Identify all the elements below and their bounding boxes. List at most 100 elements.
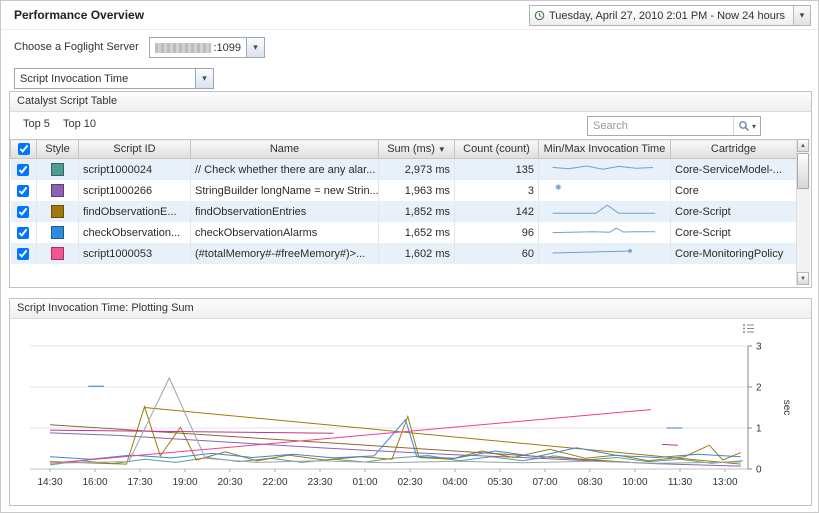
table-row[interactable]: findObservationE... findObservationEntri… [11,201,797,222]
svg-text:17:30: 17:30 [127,477,152,488]
svg-text:19:00: 19:00 [172,477,197,488]
top10-button[interactable]: Top 10 [63,118,96,130]
server-name-redacted [155,43,211,53]
table-row[interactable]: script1000053 (#totalMemory#-#freeMemory… [11,243,797,264]
col-count[interactable]: Count (count) [455,140,539,159]
server-port: :1099 [213,42,241,54]
scrollbar-thumb[interactable] [797,153,809,189]
row-checkbox[interactable] [17,227,29,239]
time-range-dropdown-arrow[interactable]: ▾ [793,6,810,25]
performance-overview-page: Performance Overview Tuesday, April 27, … [0,0,819,513]
minmax-sparkline [546,202,664,218]
table-row[interactable]: script1000024 // Check whether there are… [11,159,797,181]
table-scrollbar[interactable]: ▲ ▼ [796,139,810,285]
search-options-arrow[interactable]: ▾ [752,122,756,131]
metric-dropdown-arrow[interactable]: ▾ [195,69,213,88]
name-cell: // Check whether there are any alar... [191,159,379,181]
svg-text:08:30: 08:30 [577,477,602,488]
table-row[interactable]: checkObservation... checkObservationAlar… [11,222,797,243]
name-cell: checkObservationAlarms [191,222,379,243]
name-cell: (#totalMemory#-#freeMemory#)>... [191,243,379,264]
plot-area: 012314:3016:0017:3019:0020:3022:0023:300… [22,335,802,504]
top5-button[interactable]: Top 5 [23,118,50,130]
table-row[interactable]: script1000266 StringBuilder longName = n… [11,180,797,201]
svg-text:0: 0 [756,465,762,476]
count-cell: 135 [455,159,539,181]
sum-cell: 1,852 ms [379,201,455,222]
scroll-up-arrow[interactable]: ▲ [797,139,809,152]
row-checkbox[interactable] [17,164,29,176]
count-cell: 60 [455,243,539,264]
svg-text:05:30: 05:30 [487,477,512,488]
time-range-label: Tuesday, April 27, 2010 2:01 PM - Now 24… [549,10,793,22]
script-id-cell: findObservationE... [79,201,191,222]
row-checkbox[interactable] [17,248,29,260]
svg-text:10:00: 10:00 [622,477,647,488]
svg-text:sec: sec [781,400,792,416]
metric-dropdown-value: Script Invocation Time [15,73,195,85]
catalyst-script-table-panel: Catalyst Script Table Top 5 Top 10 ▾ [9,91,812,288]
col-sum[interactable]: Sum (ms)▼ [379,140,455,159]
style-swatch [51,226,64,239]
style-swatch [51,163,64,176]
select-all-checkbox[interactable] [18,143,30,155]
plot-svg: 012314:3016:0017:3019:0020:3022:0023:300… [22,335,802,501]
col-minmax[interactable]: Min/Max Invocation Time [539,140,671,159]
cartridge-cell: Core [671,180,797,201]
svg-text:11:30: 11:30 [668,477,693,488]
sum-cell: 1,652 ms [379,222,455,243]
col-name[interactable]: Name [191,140,379,159]
svg-text:02:30: 02:30 [397,477,422,488]
style-swatch [51,205,64,218]
metric-dropdown[interactable]: Script Invocation Time ▾ [14,68,214,89]
svg-text:23:30: 23:30 [307,477,332,488]
server-picker-combobox[interactable]: :1099 ▾ [149,37,265,58]
time-range-clock-icon [530,10,549,21]
minmax-sparkline [546,244,664,260]
count-cell: 3 [455,180,539,201]
search-box: ▾ [587,116,761,136]
style-swatch [51,247,64,260]
server-picker-dropdown-arrow[interactable]: ▾ [246,38,264,57]
row-checkbox[interactable] [17,206,29,218]
svg-text:2: 2 [756,383,762,394]
minmax-sparkline [546,223,664,239]
col-script-id[interactable]: Script ID [79,140,191,159]
cartridge-cell: Core-ServiceModel-... [671,159,797,181]
svg-text:1: 1 [756,424,762,435]
script-table: Style Script ID Name Sum (ms)▼ Count (co… [10,139,797,264]
col-cartridge[interactable]: Cartridge [671,140,797,159]
sort-desc-icon: ▼ [438,145,446,154]
script-id-cell: script1000266 [79,180,191,201]
search-icon [738,120,750,132]
count-cell: 142 [455,201,539,222]
search-controls[interactable]: ▾ [733,117,760,135]
table-toolbar: Top 5 Top 10 ▾ [10,112,811,139]
sum-cell: 1,602 ms [379,243,455,264]
row-checkbox[interactable] [17,185,29,197]
script-id-cell: checkObservation... [79,222,191,243]
cartridge-cell: Core-Script [671,201,797,222]
svg-text:04:00: 04:00 [442,477,467,488]
select-all-cell [11,140,37,159]
time-range-selector[interactable]: Tuesday, April 27, 2010 2:01 PM - Now 24… [529,5,811,26]
minmax-sparkline [546,181,664,197]
svg-text:01:00: 01:00 [352,477,377,488]
table-header-row: Style Script ID Name Sum (ms)▼ Count (co… [11,140,797,159]
name-cell: findObservationEntries [191,201,379,222]
server-picker-label: Choose a Foglight Server [14,41,139,53]
search-input[interactable] [588,120,733,132]
plot-panel: Script Invocation Time: Plotting Sum 012… [9,298,812,506]
minmax-sparkline [546,160,664,176]
col-style[interactable]: Style [37,140,79,159]
cartridge-cell: Core-MonitoringPolicy [671,243,797,264]
svg-text:22:00: 22:00 [262,477,287,488]
header-divider [1,29,818,30]
svg-text:16:00: 16:00 [82,477,107,488]
script-id-cell: script1000024 [79,159,191,181]
scroll-down-arrow[interactable]: ▼ [797,272,809,285]
svg-text:07:00: 07:00 [532,477,557,488]
svg-text:3: 3 [756,342,762,353]
script-id-cell: script1000053 [79,243,191,264]
page-title: Performance Overview [14,8,144,22]
